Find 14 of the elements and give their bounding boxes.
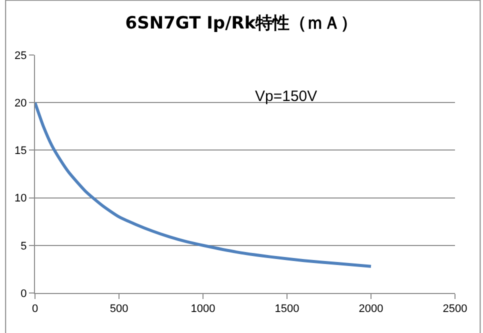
y-tick-label: 25 — [14, 50, 27, 62]
x-tick-label: 0 — [32, 303, 38, 316]
x-tick-label: 2000 — [358, 303, 384, 316]
y-tick-label: 15 — [14, 145, 27, 158]
annotation: Vp=150V — [255, 88, 318, 105]
chart-title: 6SN7GT Ip/Rk特性（ｍＡ） — [125, 14, 358, 34]
y-tick-label: 0 — [20, 288, 27, 300]
x-tick-label: 500 — [110, 303, 128, 316]
x-tick-label: 1500 — [274, 303, 300, 316]
x-tick-label: 1000 — [190, 303, 216, 316]
y-tick-label: 20 — [14, 97, 27, 110]
y-tick-label: 5 — [20, 240, 27, 252]
x-tick-label: 2500 — [442, 303, 468, 316]
y-tick-label: 10 — [14, 192, 27, 205]
